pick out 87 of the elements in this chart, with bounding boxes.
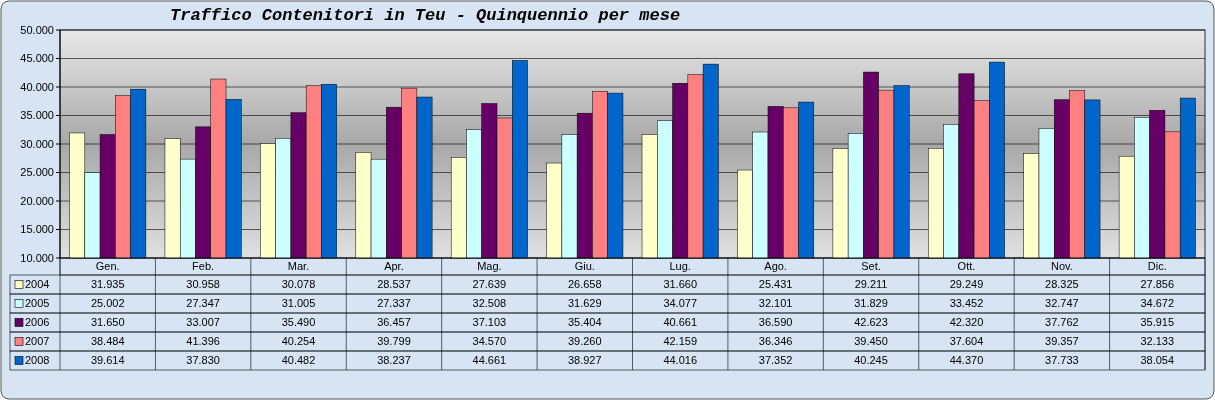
data-label: 38.054 [1140, 354, 1175, 367]
y-tick-label: 20.000 [20, 194, 54, 207]
data-label: 36.590 [758, 316, 793, 329]
data-label: 38.484 [90, 335, 125, 348]
x-tick-label: Gen. [95, 260, 120, 273]
data-label: 26.658 [567, 278, 602, 291]
x-tick-label: Ott. [957, 260, 976, 273]
data-label: 44.661 [472, 354, 507, 367]
data-label: 33.452 [949, 297, 984, 310]
data-label: 44.370 [949, 354, 984, 367]
data-label: 39.450 [854, 335, 888, 348]
data-label: 41.396 [186, 335, 220, 348]
legend-label: 2004 [25, 278, 50, 291]
data-label: 39.799 [377, 335, 411, 348]
data-label: 42.320 [949, 316, 984, 329]
data-label: 36.457 [377, 316, 411, 329]
data-label: 30.078 [281, 278, 316, 291]
y-tick-label: 15.000 [20, 223, 54, 236]
data-label: 27.856 [1140, 278, 1175, 291]
data-label: 27.639 [472, 278, 507, 291]
chart-title: Traffico Contenitori in Teu - Quinquennio per mese [170, 6, 681, 25]
data-label: 42.159 [663, 335, 698, 348]
y-tick-label: 10.000 [20, 251, 54, 264]
data-label: 37.830 [186, 354, 220, 367]
data-label: 32.101 [758, 297, 793, 310]
y-tick-label: 45.000 [20, 52, 54, 65]
data-label: 29.211 [854, 278, 888, 291]
y-tick-label: 40.000 [20, 80, 54, 93]
data-label: 25.002 [90, 297, 125, 310]
data-label: 37.352 [758, 354, 793, 367]
data-label: 34.672 [1140, 297, 1175, 310]
legend-label: 2007 [25, 335, 50, 348]
data-label: 39.357 [1045, 335, 1079, 348]
data-label: 38.927 [567, 354, 602, 367]
data-label: 28.325 [1045, 278, 1079, 291]
data-label: 34.077 [663, 297, 698, 310]
x-tick-label: Apr. [384, 260, 404, 273]
data-label: 32.747 [1045, 297, 1079, 310]
data-label: 31.935 [90, 278, 125, 291]
data-label: 27.347 [186, 297, 220, 310]
data-label: 44.016 [663, 354, 698, 367]
legend-label: 2006 [25, 316, 50, 329]
x-tick-label: Mag. [477, 260, 502, 273]
data-label: 40.661 [663, 316, 698, 329]
y-tick-label: 35.000 [20, 109, 54, 122]
data-label: 28.537 [377, 278, 411, 291]
data-label: 31.660 [663, 278, 698, 291]
x-tick-label: Feb. [192, 260, 215, 273]
data-label: 31.629 [567, 297, 602, 310]
data-label: 40.245 [854, 354, 888, 367]
x-tick-label: Giu. [574, 260, 595, 273]
data-label: 31.005 [281, 297, 316, 310]
data-label: 40.482 [281, 354, 316, 367]
data-label: 25.431 [758, 278, 793, 291]
data-label: 37.103 [472, 316, 507, 329]
data-label: 39.260 [567, 335, 602, 348]
data-label: 35.404 [567, 316, 602, 329]
data-label: 30.958 [186, 278, 220, 291]
data-label: 35.490 [281, 316, 316, 329]
data-label: 27.337 [377, 297, 411, 310]
x-tick-label: Ago. [764, 260, 787, 273]
data-label: 31.829 [854, 297, 888, 310]
data-label: 40.254 [281, 335, 316, 348]
data-label: 29.249 [949, 278, 984, 291]
data-label: 37.762 [1045, 316, 1079, 329]
x-tick-label: Dic. [1147, 260, 1167, 273]
data-label: 42.623 [854, 316, 888, 329]
y-tick-label: 30.000 [20, 137, 54, 150]
data-label: 31.650 [90, 316, 125, 329]
x-tick-label: Set. [861, 260, 881, 273]
data-label: 35.915 [1140, 316, 1175, 329]
x-tick-label: Lug. [669, 260, 691, 273]
y-tick-label: 25.000 [20, 166, 54, 179]
legend-label: 2005 [25, 297, 50, 310]
x-tick-label: Nov. [1050, 260, 1073, 273]
data-label: 32.133 [1140, 335, 1175, 348]
y-tick-label: 50.000 [20, 23, 54, 36]
data-label: 38.237 [377, 354, 411, 367]
x-tick-label: Mar. [287, 260, 310, 273]
legend-label: 2008 [25, 354, 50, 367]
data-label: 34.570 [472, 335, 507, 348]
data-label: 39.614 [90, 354, 125, 367]
data-label: 33.007 [186, 316, 220, 329]
data-label: 37.604 [949, 335, 984, 348]
data-label: 32.508 [472, 297, 507, 310]
data-label: 37.733 [1045, 354, 1079, 367]
data-label: 36.346 [758, 335, 793, 348]
